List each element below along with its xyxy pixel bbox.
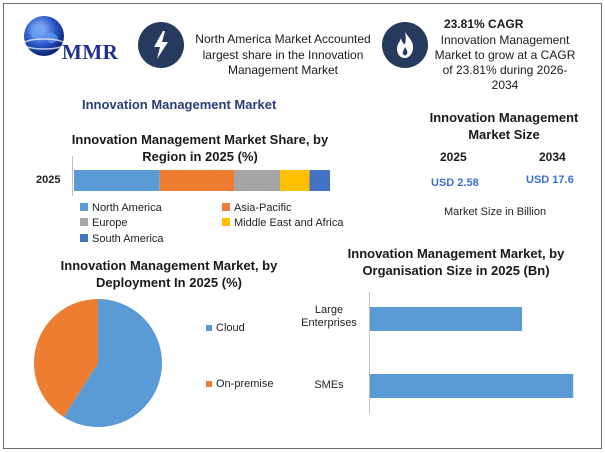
org-bar-large-enterprises [370, 307, 523, 331]
org-label-smes: SMEs [314, 379, 344, 391]
region-bar-segment-north-america [74, 170, 160, 191]
legend-north-america: North America [80, 202, 162, 214]
org-size-chart-title: Innovation Management Market, by Organis… [347, 246, 565, 278]
region-chart-title: Innovation Management Market Share, by R… [71, 132, 329, 164]
region-bar-segment-middle-east-and-africa [280, 170, 310, 191]
legend-swatch [222, 203, 230, 211]
region-bar-segment-europe [234, 170, 281, 191]
legend-swatch [80, 203, 88, 211]
market-size-note: Market Size in Billion [444, 206, 547, 218]
market-size-title: Innovation Management Market Size [429, 110, 579, 142]
legend-swatch [206, 325, 212, 331]
cagr-text: Innovation Management Market to grow at … [434, 33, 576, 92]
org-label-large-enterprises: Large Enterprises [301, 304, 357, 329]
legend-on-premise: On-premise [206, 378, 273, 390]
deployment-chart-title: Innovation Management Market, by Deploym… [60, 258, 278, 290]
legend-swatch [222, 218, 230, 226]
lightning-bolt-icon [138, 22, 184, 68]
market-size-year-2025: 2025 [440, 150, 467, 164]
region-bar-segment-south-america [309, 170, 330, 191]
logo-text: MMR [62, 40, 119, 64]
legend-asia-pacific: Asia-Pacific [222, 202, 291, 214]
region-chart-axis [72, 156, 73, 196]
region-stacked-bar [74, 170, 330, 191]
header-north-america-text: North America Market Accounted largest s… [195, 32, 371, 77]
infographic-frame: MMR North America Market Accounted large… [3, 3, 602, 449]
pie-slice-on-premise [34, 299, 98, 418]
legend-middle-east-africa: Middle East and Africa [222, 217, 343, 229]
logo: MMR [22, 14, 144, 66]
legend-south-america: South America [80, 233, 164, 245]
market-size-value-2025: USD 2.58 [431, 177, 479, 189]
org-size-axis [369, 292, 370, 414]
legend-swatch [80, 234, 88, 242]
pie-slice-cloud [63, 299, 162, 427]
region-bar-segment-asia-pacific [159, 170, 234, 191]
main-title: Innovation Management Market [82, 97, 277, 112]
legend-europe: Europe [80, 217, 127, 229]
globe-icon [22, 16, 66, 56]
cagr-title: 23.81% CAGR [444, 17, 524, 31]
region-bar-category: 2025 [36, 174, 61, 186]
flame-icon [382, 22, 428, 68]
market-size-value-2034: USD 17.6 [526, 174, 574, 186]
deployment-pie [34, 299, 162, 427]
org-size-bars [370, 307, 574, 398]
legend-swatch [206, 381, 212, 387]
org-bar-smes [370, 374, 574, 398]
market-size-year-2034: 2034 [539, 150, 566, 164]
legend-swatch [80, 218, 88, 226]
legend-cloud: Cloud [206, 322, 245, 334]
